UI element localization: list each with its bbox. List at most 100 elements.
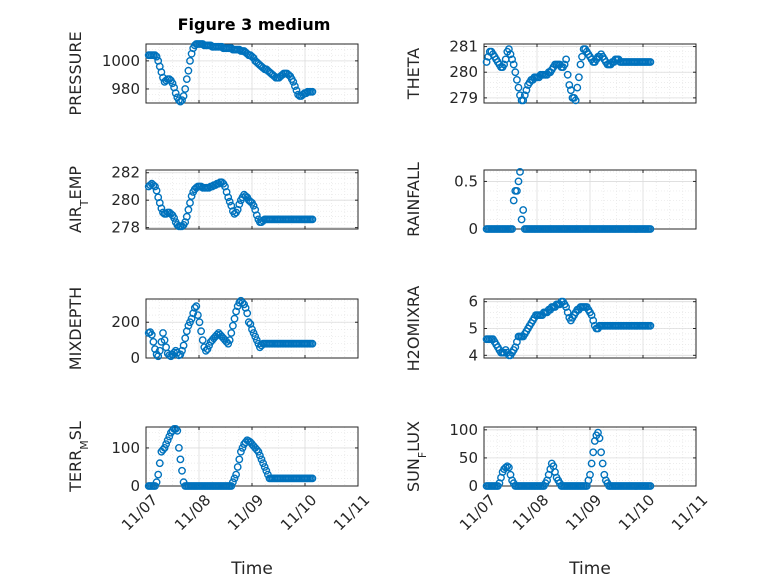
y-axis-label-part: RAINFALL	[404, 162, 423, 237]
data-point	[227, 329, 236, 337]
y-axis-label-part: THETA	[404, 48, 423, 100]
y-tick-label: 4	[468, 346, 478, 364]
y-axis-label-part: LUX	[404, 421, 423, 452]
data-point	[504, 45, 513, 53]
data-point	[235, 455, 244, 464]
data-point	[160, 336, 169, 344]
data-point	[179, 92, 188, 100]
data-point	[236, 447, 245, 456]
data-point	[248, 325, 256, 334]
data-point	[181, 334, 190, 343]
subplot-7: 0 100 11/07 11/08 11/09 11/10 11/11 Time TERRMSL	[66, 421, 373, 579]
data-point	[190, 303, 199, 312]
data-point	[509, 60, 518, 69]
subplot-3: 278 280 282 AIRTEMP	[66, 164, 359, 237]
y-tick-label: 100	[111, 439, 140, 457]
data-point	[308, 87, 317, 96]
data-point	[249, 201, 258, 210]
y-tick-label: 6	[468, 293, 478, 311]
y-axis-label: PRESSURE	[66, 31, 85, 115]
y-tick-label: 0.5	[454, 172, 478, 190]
data-point	[160, 443, 169, 452]
data-point	[173, 426, 182, 435]
data-point	[213, 330, 221, 339]
x-tick-label: 11/09	[224, 491, 267, 534]
data-point	[147, 330, 156, 339]
data-point	[563, 70, 572, 79]
data-point	[162, 343, 171, 352]
data-point	[292, 86, 301, 95]
data-point	[255, 451, 264, 460]
y-tick-label: 200	[111, 313, 140, 331]
y-tick-label: 282	[111, 164, 140, 182]
data-point	[230, 314, 239, 323]
data-point	[514, 177, 523, 186]
y-tick-label: 0	[130, 477, 140, 495]
data-point	[162, 440, 171, 448]
data-point	[233, 463, 242, 471]
x-axis-label: Time	[230, 559, 273, 579]
y-tick-label: 0	[130, 349, 140, 367]
y-axis-label: RAINFALL	[404, 162, 423, 237]
y-axis-label-part: AIR	[66, 206, 85, 233]
y-tick-label: 280	[111, 191, 140, 209]
data-point	[503, 462, 512, 471]
data-point	[184, 321, 193, 330]
data-point	[520, 91, 529, 100]
subplot-1: 980 1000 PRESSURE	[66, 31, 359, 116]
data-point	[519, 206, 528, 214]
data-point	[184, 205, 193, 214]
x-tick-label: 11/08	[509, 491, 552, 534]
x-tick-label: 11/08	[171, 491, 214, 534]
data-point	[244, 318, 253, 327]
data-point	[149, 337, 158, 346]
data-point	[567, 86, 575, 95]
data-point	[186, 57, 194, 65]
data-point	[597, 448, 605, 457]
y-tick-label: 1000	[102, 52, 140, 70]
data-point	[152, 478, 161, 487]
y-axis-label-part: MIXDEPTH	[66, 287, 85, 370]
data-point	[646, 321, 655, 330]
data-point	[184, 66, 193, 75]
data-point	[151, 51, 159, 60]
data-point	[562, 55, 570, 64]
data-point	[228, 321, 237, 330]
data-point	[560, 60, 569, 69]
y-axis-label: AIRTEMP	[66, 166, 91, 233]
data-point	[252, 211, 261, 220]
data-point	[589, 448, 598, 457]
y-axis-label-part: SL	[66, 421, 85, 440]
x-tick-label: 11/10	[615, 491, 658, 534]
y-axis-label: THETA	[404, 48, 423, 100]
x-tick-label: 11/07	[456, 491, 499, 534]
data-point	[500, 60, 508, 69]
data-point	[252, 336, 261, 344]
data-point	[224, 193, 233, 202]
y-tick-label: 980	[111, 80, 140, 98]
data-point	[565, 81, 574, 89]
data-point	[586, 470, 594, 479]
y-axis-label: TERRMSL	[66, 421, 91, 493]
data-point	[151, 482, 159, 490]
data-point	[576, 60, 585, 69]
data-point	[514, 83, 523, 92]
data-point	[154, 470, 163, 479]
y-axis-label: MIXDEPTH	[66, 287, 85, 370]
data-point	[587, 459, 596, 468]
y-tick-label: 281	[449, 38, 478, 56]
data-point	[511, 68, 520, 77]
data-point	[182, 212, 191, 221]
data-point	[238, 443, 247, 452]
data-point	[151, 182, 159, 191]
y-axis-label-part: H2OMIXRA	[404, 286, 423, 372]
data-point	[232, 470, 241, 479]
data-point	[646, 225, 655, 233]
y-axis-label: H2OMIXRA	[404, 286, 423, 372]
data-point	[230, 474, 239, 483]
data-point	[522, 86, 531, 95]
data-point	[225, 197, 234, 206]
data-point	[157, 204, 166, 213]
data-point	[155, 346, 164, 355]
